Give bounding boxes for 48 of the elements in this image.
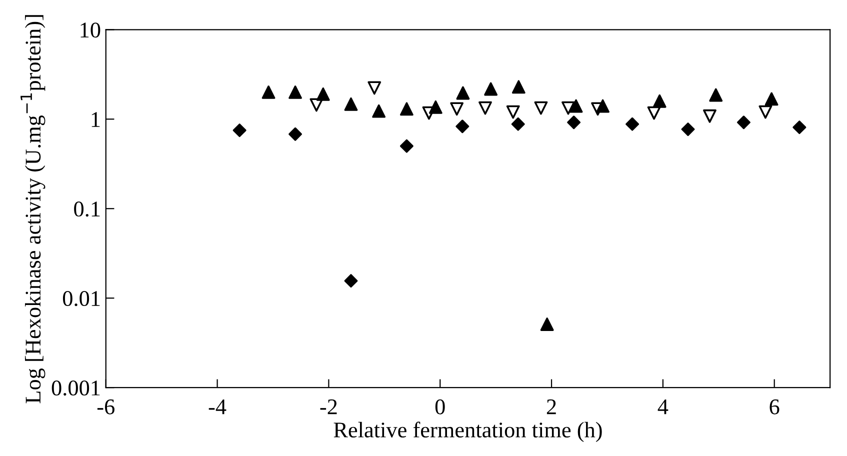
x-tick-label: 0: [435, 399, 445, 414]
point: [484, 82, 498, 96]
point: [709, 88, 723, 102]
y-tick-label: 0.1: [74, 202, 100, 217]
point: [534, 101, 548, 115]
point: [652, 94, 666, 108]
x-tick-label: 4: [658, 400, 668, 414]
y-tick-label: 0.01: [62, 291, 100, 306]
point: [310, 98, 324, 112]
x-tick-label: 2: [546, 399, 556, 414]
point: [567, 116, 581, 130]
point: [703, 109, 716, 123]
point: [288, 127, 302, 141]
point: [288, 85, 302, 99]
point: [506, 105, 520, 119]
x-tick-label: -2: [320, 399, 337, 414]
point: [478, 101, 492, 115]
point: [456, 86, 470, 100]
point: [368, 81, 382, 95]
point: [562, 101, 575, 115]
x-tick-label: -4: [208, 400, 226, 414]
point: [400, 139, 414, 153]
point: [344, 274, 358, 288]
y-tick-label: 1: [92, 112, 100, 127]
point: [511, 117, 525, 131]
point: [647, 106, 661, 120]
point: [626, 117, 640, 131]
point: [569, 99, 583, 113]
point: [400, 102, 414, 116]
point: [792, 120, 806, 134]
y-tick-label: 10: [80, 22, 100, 38]
point: [344, 97, 358, 111]
point: [232, 124, 246, 138]
y-axis-title: Log [Hexokinase activity (U.mg$^{−1}$protein)]: [20, 15, 46, 404]
point: [737, 116, 750, 130]
point: [450, 102, 464, 116]
y-tick-label: 0.001: [52, 380, 100, 396]
point: [540, 318, 554, 331]
point: [681, 122, 695, 136]
x-tick-label: -6: [97, 399, 114, 414]
point: [372, 104, 386, 118]
point: [758, 105, 772, 119]
point: [512, 80, 526, 94]
point: [456, 120, 470, 134]
x-tick-label: 6: [770, 399, 780, 414]
point: [764, 92, 778, 106]
x-axis-title: Relative fermentation time (h): [334, 422, 602, 442]
point: [262, 85, 276, 99]
